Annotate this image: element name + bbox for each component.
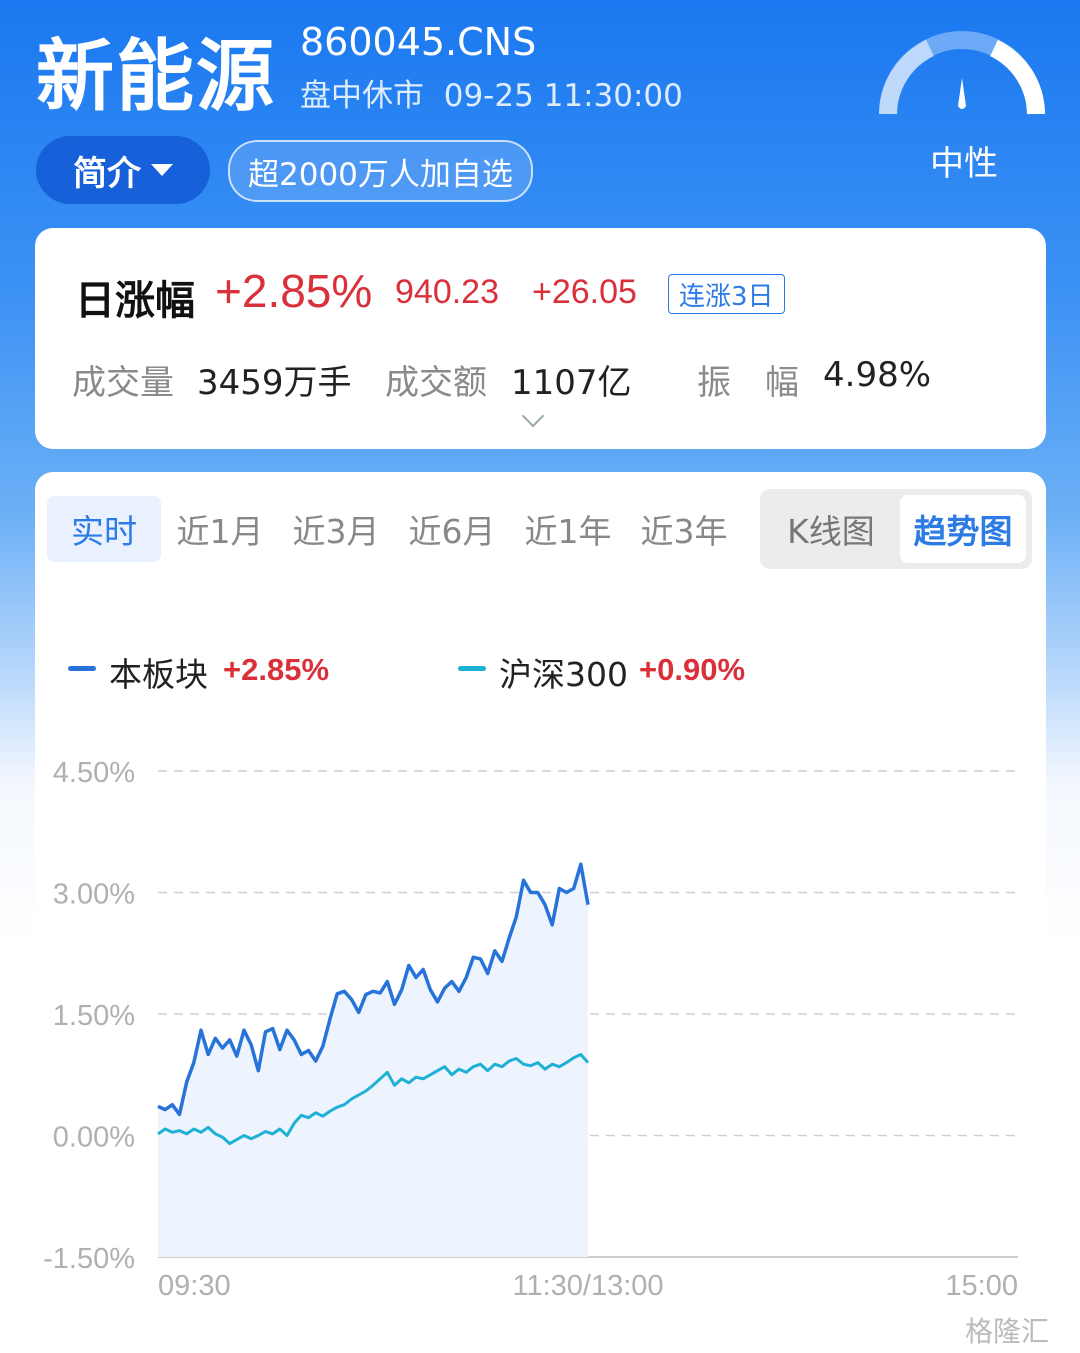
price-change: +26.05 xyxy=(532,273,637,311)
legend-name-index: 沪深300 xyxy=(499,655,628,694)
amount-label: 成交额 xyxy=(385,363,487,403)
status-text: 盘中休市 xyxy=(300,78,424,114)
amplitude-value: 4.98% xyxy=(823,355,932,395)
market-status: 盘中休市 09-25 11:30:00 xyxy=(300,70,683,115)
tab-1[interactable]: 近1月 xyxy=(176,512,264,551)
amount-value: 1107亿 xyxy=(511,363,632,403)
amplitude-label: 振 幅 xyxy=(697,363,799,403)
quote-card: 日涨幅 +2.85% 940.23 +26.05 连涨3日 成交量 3459万手… xyxy=(35,228,1046,449)
volume-label: 成交量 xyxy=(72,363,174,403)
legend-name-sector: 本板块 xyxy=(109,655,208,694)
series-line-0 xyxy=(157,862,590,1117)
y-tick-label: 0.00% xyxy=(53,1122,135,1154)
tab-3[interactable]: 近6月 xyxy=(408,512,496,551)
tab-2[interactable]: 近3月 xyxy=(292,512,380,551)
favorite-count-button[interactable]: 超2000万人加自选 xyxy=(228,140,533,202)
view-toggle: K线图 趋势图 xyxy=(760,489,1032,569)
intro-label: 简介 xyxy=(73,153,141,194)
legend-swatch-sector xyxy=(68,666,96,671)
caret-down-icon xyxy=(151,164,173,176)
intro-button[interactable]: 简介 xyxy=(36,136,210,204)
legend-value-sector: +2.85% xyxy=(223,652,330,687)
x-tick-label: 09:30 xyxy=(158,1270,231,1302)
y-tick-label: -1.50% xyxy=(43,1243,135,1275)
volume-value: 3459万手 xyxy=(197,363,352,403)
x-tick-label: 15:00 xyxy=(945,1270,1018,1302)
status-datetime: 09-25 11:30:00 xyxy=(443,78,683,114)
y-tick-label: 4.50% xyxy=(53,757,135,789)
trend-button[interactable]: 趋势图 xyxy=(900,495,1026,563)
tab-4[interactable]: 近1年 xyxy=(524,512,612,551)
streak-badge[interactable]: 连涨3日 xyxy=(668,274,785,314)
day-change-pct: +2.85% xyxy=(215,265,373,317)
tab-0[interactable]: 实时 xyxy=(47,496,161,562)
last-price: 940.23 xyxy=(395,273,499,311)
day-change-label: 日涨幅 xyxy=(75,278,195,324)
x-tick-label: 11:30/13:00 xyxy=(512,1270,663,1302)
watermark: 格隆汇 xyxy=(965,1315,1050,1348)
gauge-needle-icon xyxy=(958,78,966,109)
sector-code: 860045.CNS xyxy=(300,20,537,64)
y-tick-label: 1.50% xyxy=(53,1000,135,1032)
sector-title: 新能源 xyxy=(36,32,277,122)
series-area-0 xyxy=(158,864,588,1257)
tab-5[interactable]: 近3年 xyxy=(640,512,728,551)
kline-button[interactable]: K线图 xyxy=(787,512,875,551)
legend-value-index: +0.90% xyxy=(639,652,746,687)
sentiment-gauge[interactable] xyxy=(870,22,1054,132)
series-line-1 xyxy=(157,1053,590,1146)
legend-swatch-index xyxy=(458,666,486,671)
sentiment-label: 中性 xyxy=(930,144,998,184)
y-tick-label: 3.00% xyxy=(53,879,135,911)
